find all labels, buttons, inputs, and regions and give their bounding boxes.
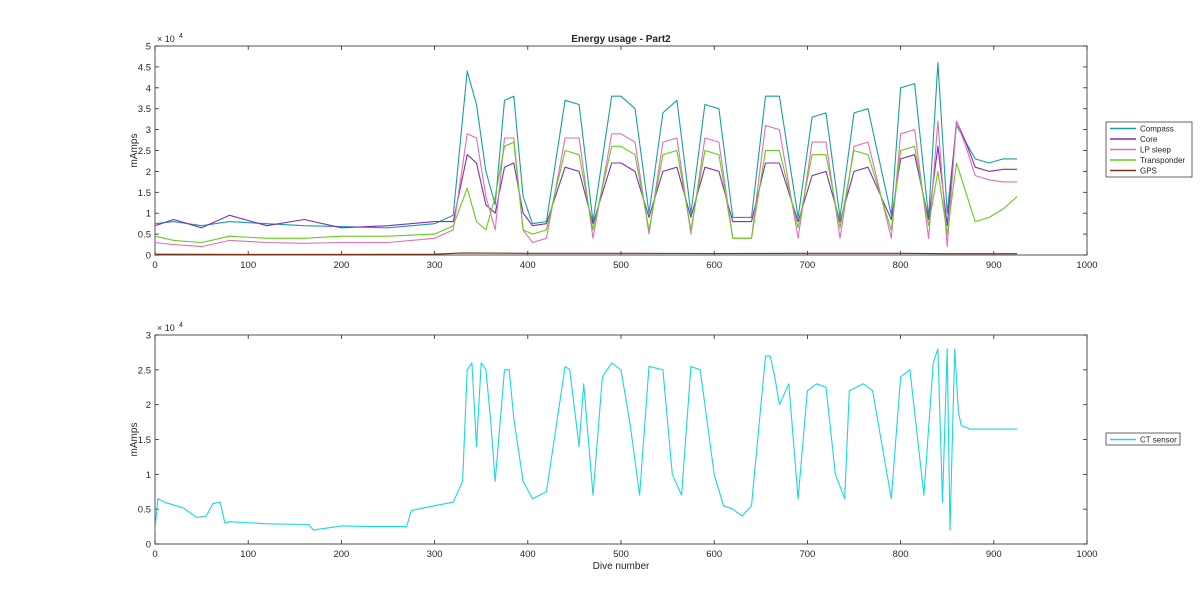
- x-tick-label: 900: [986, 260, 1002, 271]
- x-tick-label: 1000: [1076, 549, 1097, 560]
- x-tick-label: 200: [333, 549, 349, 560]
- x-tick-label: 0: [152, 549, 157, 560]
- y-tick-label: 2: [146, 167, 151, 178]
- series-line-compass: [155, 62, 1018, 229]
- chart-panel-2: 0 100 200 300 400 500 600 700 800 900 1000 0 0.5 1 1.5…: [129, 322, 1181, 572]
- y-tick-label: 2.5: [138, 146, 151, 157]
- x-tick-label: 1000: [1076, 260, 1097, 271]
- y-tick-label: 5: [146, 42, 151, 53]
- y-tick-label: 0.5: [138, 505, 151, 516]
- x-tick-label: 800: [893, 260, 909, 271]
- y-tick-label: 1: [146, 209, 151, 220]
- series-line-lp-sleep: [155, 120, 1018, 248]
- x-tick-label: 200: [333, 260, 349, 271]
- x-tick-label: 700: [799, 260, 815, 271]
- y-exponent-label: × 10: [157, 323, 175, 333]
- x-tick-label: 800: [893, 549, 909, 560]
- x-tick-label: 900: [986, 549, 1002, 560]
- y-tick-label: 4: [146, 83, 151, 94]
- y-tick-label: 3: [146, 331, 151, 342]
- y-tick-label: 4.5: [138, 62, 151, 73]
- x-tick-label: 400: [520, 549, 536, 560]
- y-tick-label: 1.5: [138, 188, 151, 199]
- y-tick-label: 3: [146, 125, 151, 136]
- y-axis-label: mAmps: [129, 423, 140, 457]
- y-tick-label: 0: [146, 540, 151, 551]
- y-tick-label: 1.5: [138, 435, 151, 446]
- series-group: [155, 348, 1018, 531]
- y-exponent-power: 4: [179, 322, 183, 329]
- y-tick-label: 0: [146, 251, 151, 262]
- plot-area: [154, 45, 1088, 256]
- x-tick-label: 300: [427, 549, 443, 560]
- x-tick-label: 400: [520, 260, 536, 271]
- y-tick-label: 2: [146, 400, 151, 411]
- y-axis-label: mAmps: [129, 134, 140, 168]
- y-tick-label: 1: [146, 470, 151, 481]
- series-line-core: [155, 120, 1018, 229]
- legend-label: LP sleep: [1140, 146, 1172, 155]
- series-line-gps: [155, 252, 1018, 255]
- legend-label: Transponder: [1140, 156, 1185, 165]
- y-tick-label: 2.5: [138, 365, 151, 376]
- series-group: [155, 62, 1018, 255]
- x-tick-label: 100: [240, 549, 256, 560]
- x-tick-label: 500: [613, 260, 629, 271]
- legend-label: CT sensor: [1140, 436, 1177, 445]
- x-tick-label: 300: [427, 260, 443, 271]
- x-tick-label: 600: [706, 260, 722, 271]
- y-exponent-power: 4: [179, 33, 183, 40]
- x-tick-label: 500: [613, 549, 629, 560]
- chart-panel-1: 0 100 200 300 400 500 600 700 800 900 1000 0 0.5 1 1.5…: [129, 33, 1193, 271]
- series-line-ct-sensor: [155, 348, 1018, 531]
- x-tick-label: 600: [706, 549, 722, 560]
- x-tick-label: 0: [152, 260, 157, 271]
- legend-label: GPS: [1140, 167, 1157, 176]
- y-tick-label: 3.5: [138, 104, 151, 115]
- x-axis-label: Dive number: [593, 561, 650, 572]
- y-tick-label: 0.5: [138, 230, 151, 241]
- legend-label: Core: [1140, 135, 1158, 144]
- x-tick-label: 100: [240, 260, 256, 271]
- chart-title: Energy usage - Part2: [571, 34, 671, 45]
- series-line-transponder: [155, 141, 1018, 244]
- legend: CT sensor: [1105, 432, 1181, 446]
- legend-label: Compass: [1140, 125, 1174, 134]
- legend-box: [1105, 432, 1181, 446]
- y-exponent-label: × 10: [157, 34, 175, 44]
- x-tick-label: 700: [799, 549, 815, 560]
